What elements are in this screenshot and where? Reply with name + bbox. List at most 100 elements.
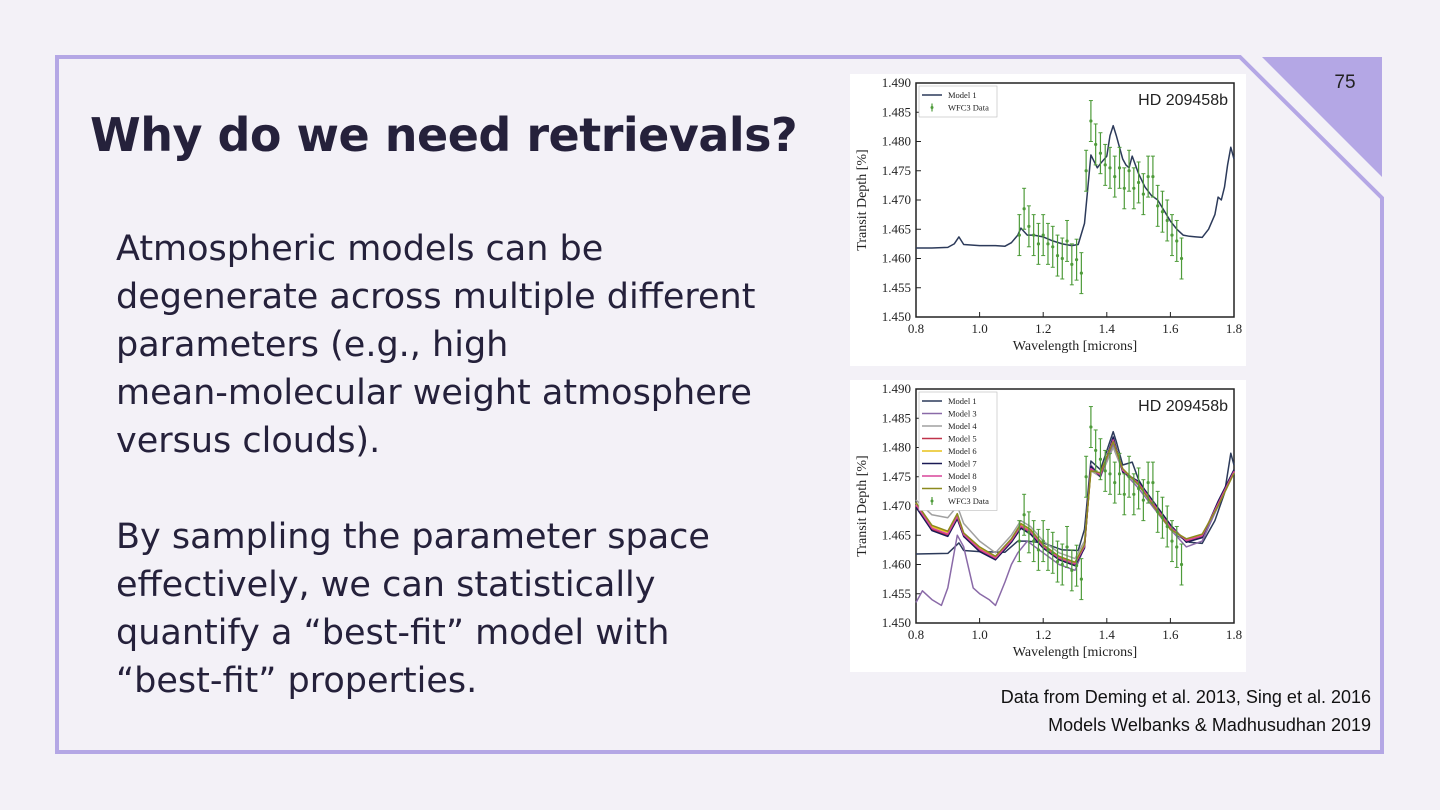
legend-swatch <box>930 106 934 109</box>
data-point <box>1108 472 1112 476</box>
legend-label: Model 1 <box>948 396 977 406</box>
data-point <box>1146 481 1150 485</box>
data-point <box>1084 169 1088 173</box>
x-tick-label: 1.8 <box>1226 321 1242 336</box>
data-point <box>1117 472 1122 476</box>
legend-box <box>918 85 998 118</box>
legend-label: Model 3 <box>948 409 977 419</box>
y-tick-label: 1.475 <box>882 163 911 178</box>
body-paragraph-2: By sampling the parameter space effectiv… <box>116 517 710 701</box>
data-point <box>1156 204 1160 208</box>
data-point <box>1032 539 1036 543</box>
data-point <box>1027 530 1031 534</box>
data-point <box>1084 475 1088 479</box>
data-point <box>1117 166 1122 170</box>
legend-label: WFC3 Data <box>948 103 989 113</box>
slide-number: 75 <box>1334 72 1356 93</box>
body-paragraph-1: Atmospheric models can be degenerate acr… <box>116 229 756 461</box>
data-point <box>1127 475 1131 479</box>
x-tick-label: 1.2 <box>1035 321 1051 336</box>
data-point <box>1036 548 1041 552</box>
data-point <box>1165 218 1169 223</box>
legend: Model 1 WFC3 Data <box>918 85 998 118</box>
planet-label: HD 209458b <box>1138 398 1228 415</box>
data-point <box>1113 175 1117 179</box>
data-point <box>1074 564 1079 568</box>
data-point <box>1027 224 1031 228</box>
data-point <box>1055 559 1060 564</box>
y-tick-label: 1.450 <box>882 309 911 324</box>
x-tick-label: 1.0 <box>971 627 987 642</box>
data-point <box>1156 510 1160 514</box>
x-tick-label: 1.4 <box>1099 321 1116 336</box>
legend-label: Model 8 <box>948 471 977 481</box>
data-point <box>1141 498 1145 502</box>
series-line-model-1 <box>916 124 1235 249</box>
data-point <box>1046 242 1050 246</box>
data-point <box>1132 186 1136 190</box>
y-tick-label: 1.470 <box>882 192 911 207</box>
data-point <box>1127 169 1131 173</box>
data-point <box>1151 481 1155 485</box>
data-point <box>1070 568 1074 572</box>
data-point <box>1046 548 1050 552</box>
data-point <box>1079 577 1083 581</box>
legend-label: Model 5 <box>948 434 977 444</box>
legend-label: Model 4 <box>948 421 977 431</box>
data-point <box>1113 481 1117 485</box>
data-point <box>1074 258 1079 262</box>
data-point <box>1089 119 1093 123</box>
y-tick-label: 1.490 <box>882 75 911 90</box>
data-point <box>1017 233 1021 237</box>
data-point <box>1032 233 1036 237</box>
slide-title: Why do we need retrievals? <box>90 108 798 162</box>
spectrum-chart-bottom: 1.450 1.455 1.460 1.465 1.470 1.475 1.480 1.485… <box>855 381 1242 660</box>
y-tick-label: 1.485 <box>882 410 911 425</box>
data-point <box>1089 425 1093 429</box>
x-tick-label: 1.8 <box>1226 627 1242 642</box>
data-point <box>1070 262 1074 266</box>
data-point <box>1170 539 1174 543</box>
y-tick-label: 1.480 <box>882 134 911 149</box>
data-point <box>1065 239 1069 243</box>
x-tick-label: 0.8 <box>908 627 924 642</box>
x-tick-label: 1.0 <box>971 321 987 336</box>
data-point <box>1017 539 1021 543</box>
data-point <box>1051 245 1055 249</box>
y-tick-label: 1.460 <box>882 251 911 266</box>
data-point <box>1022 207 1026 211</box>
y-tick-label: 1.490 <box>882 381 911 396</box>
x-tick-label: 1.2 <box>1035 627 1051 642</box>
data-point <box>1160 516 1165 520</box>
planet-label: HD 209458b <box>1138 92 1228 109</box>
x-axis-label: Wavelength [microns] <box>1013 645 1137 660</box>
data-point <box>1137 180 1141 185</box>
data-point <box>1179 562 1184 567</box>
data-point <box>1065 545 1069 549</box>
legend-label: Model 7 <box>948 459 977 469</box>
data-point <box>1094 448 1098 453</box>
x-tick-label: 1.6 <box>1162 627 1179 642</box>
data-point <box>1079 271 1083 275</box>
data-point <box>1170 233 1174 237</box>
y-tick-label: 1.480 <box>882 440 911 455</box>
spectrum-plot-top: 1.450 1.455 1.460 1.465 1.470 1.475 1.480 1.485… <box>850 74 1246 366</box>
data-point <box>1036 242 1041 246</box>
legend-label: Model 9 <box>948 484 977 494</box>
data-point <box>1179 256 1184 261</box>
data-point <box>1141 192 1145 196</box>
y-axis-label: Transit Depth [%] <box>855 455 870 556</box>
y-tick-label: 1.475 <box>882 469 911 484</box>
y-tick-label: 1.455 <box>882 280 911 295</box>
y-tick-label: 1.465 <box>882 221 911 236</box>
data-point <box>1094 142 1098 147</box>
y-tick-label: 1.470 <box>882 498 911 513</box>
data-point <box>1122 186 1126 190</box>
data-point <box>1041 539 1045 543</box>
data-point <box>1098 457 1103 461</box>
plot-area <box>915 82 1235 318</box>
data-point <box>1132 492 1136 496</box>
legend-swatch <box>930 499 934 503</box>
data-credit: Data from Deming et al. 2013, Sing et al… <box>1000 687 1371 707</box>
data-point <box>1103 469 1107 473</box>
